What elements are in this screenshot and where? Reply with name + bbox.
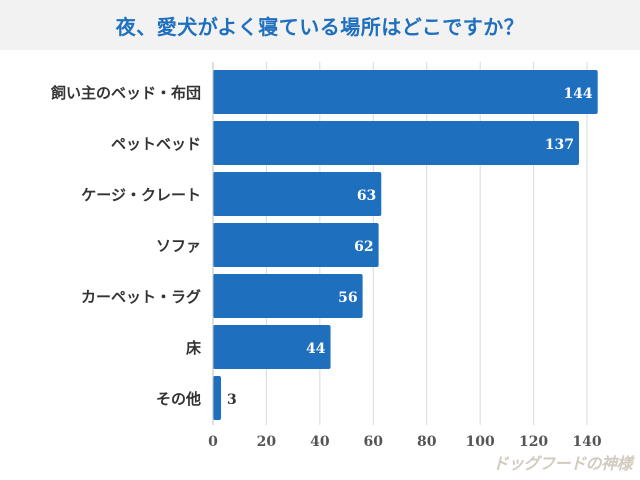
category-label: ペットベッド: [111, 135, 201, 153]
data-label: 44: [306, 341, 326, 357]
x-axis-ticks: 0 20 40 60 80 100 120 140: [208, 434, 602, 450]
bar: [213, 223, 379, 267]
category-label: ソファ: [156, 237, 201, 255]
bars: 144 137 63 62 56 44 3: [213, 70, 598, 420]
data-label: 137: [545, 137, 574, 153]
data-label: 63: [357, 188, 376, 204]
bar: [213, 172, 382, 216]
x-tick-label: 60: [364, 434, 384, 450]
category-label: カーペット・ラグ: [81, 288, 201, 306]
category-label: その他: [156, 390, 201, 408]
category-label: ケージ・クレート: [81, 186, 201, 204]
title-bar: 夜、愛犬がよく寝ている場所はどこですか？: [0, 0, 640, 50]
data-label: 56: [338, 290, 357, 306]
watermark-logo: ドッグフードの神様: [492, 454, 632, 473]
chart-title: 夜、愛犬がよく寝ている場所はどこですか？: [115, 14, 525, 39]
x-tick-label: 0: [208, 434, 218, 450]
bar: [213, 121, 579, 165]
x-tick-label: 100: [466, 434, 495, 450]
data-label: 144: [563, 86, 592, 102]
x-tick-label: 20: [257, 434, 277, 450]
data-label: 62: [354, 239, 373, 255]
bar: [213, 70, 598, 114]
bar: [213, 376, 222, 420]
x-tick-label: 140: [572, 434, 601, 450]
data-label: 3: [227, 392, 237, 408]
bar: [213, 325, 331, 369]
x-tick-label: 40: [310, 434, 330, 450]
x-tick-label: 80: [417, 434, 437, 450]
bar: [213, 274, 363, 318]
x-tick-label: 120: [519, 434, 548, 450]
category-label: 飼い主のベッド・布団: [50, 84, 201, 102]
category-label: 床: [186, 339, 202, 357]
